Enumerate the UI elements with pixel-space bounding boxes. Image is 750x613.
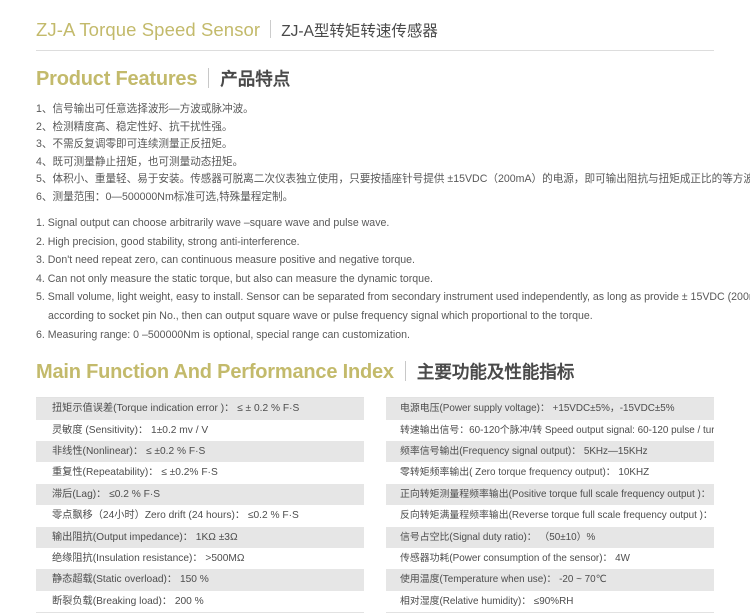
- feature-item-cn-3: 3、不需反复调零即可连续测量正反扭矩。: [36, 138, 233, 150]
- spec-row: 正向转矩测量程频率输出(Positive torque full scale f…: [386, 483, 714, 506]
- heading-divider: [404, 361, 406, 382]
- spec-table-right: 电源电压(Power supply voltage)： +15VDC±5%，-1…: [386, 397, 714, 613]
- feature-item-en-6: 6. Measuring range: 0 –500000Nm is optio…: [36, 328, 410, 341]
- feature-item-cn-5: 5、体积小、重量轻、易于安装。传感器可脱离二次仪表独立使用，只要按插座针号提供 …: [36, 173, 750, 185]
- spec-row: 电源电压(Power supply voltage)： +15VDC±5%，-1…: [386, 398, 714, 420]
- spec-row: 使用温度(Temperature when use)： -20 ~ 70℃: [386, 569, 714, 591]
- main-function-heading-cn: 主要功能及性能指标: [416, 362, 575, 383]
- spec-row: 非线性(Nonlinear)： ≤ ±0.2 % F·S: [36, 440, 364, 463]
- feature-item-cn-4: 4、既可测量静止扭矩，也可测量动态扭矩。: [36, 155, 244, 168]
- spec-row: 反向转矩满量程频率输出(Reverse torque full scale fr…: [400, 510, 714, 522]
- feature-item-cn-2: 2、检测精度高、稳定性好、抗干扰性强。: [36, 120, 233, 133]
- spec-tables: 扭矩示值误差(Torque indication error )： ≤ ± 0.…: [36, 397, 714, 613]
- spec-row: 转速输出信号：60-120个脉冲/转 Speed output signal: …: [400, 424, 714, 436]
- spec-row: 信号占空比(Signal duty ratio)： （50±10）%: [386, 526, 714, 548]
- features-list-en: 1. Signal output can choose arbitrarily …: [36, 214, 750, 344]
- product-title-cn: ZJ-A型转矩转速传感器: [281, 23, 438, 40]
- spec-row: 相对湿度(Relative humidity)： ≤90%RH: [400, 595, 574, 607]
- page-root: ZJ-A Torque Speed Sensor ZJ-A型转矩转速传感器 Pr…: [0, 18, 750, 613]
- spec-row: 断裂负载(Breaking load)： 200 %: [52, 595, 204, 607]
- spec-row: 零转矩频率输出( Zero torque frequency output)： …: [400, 467, 650, 479]
- product-features-heading-en: Product Features: [36, 68, 198, 90]
- product-features-heading-cn: 产品特点: [220, 69, 291, 89]
- product-title-en: ZJ-A Torque Speed Sensor: [36, 19, 261, 40]
- feature-item-en-5: 5. Small volume, light weight, easy to i…: [36, 291, 750, 304]
- product-features-heading: Product Features 产品特点: [36, 65, 714, 91]
- feature-item-en-5-continuation: according to socket pin No., then can ou…: [48, 309, 593, 322]
- spec-row: 滞后(Lag)： ≤0.2 % F·S: [36, 483, 364, 506]
- feature-item-en-2: 2. High precision, good stability, stron…: [36, 235, 300, 248]
- main-function-heading-en: Main Function And Performance Index: [36, 361, 394, 384]
- main-function-heading: Main Function And Performance Index 主要功能…: [36, 358, 714, 384]
- spec-row: 静态超载(Static overload)： 150 %: [36, 569, 364, 591]
- spec-row: 灵敏度 (Sensitivity)： 1±0.2 mv / V: [52, 424, 209, 436]
- feature-item-en-1: 1. Signal output can choose arbitrarily …: [36, 217, 390, 229]
- spec-row: 扭矩示值误差(Torque indication error )： ≤ ± 0.…: [36, 398, 364, 420]
- features-list-cn: 1、信号输出可任意选择波形—方波或脉冲波。 2、检测精度高、稳定性好、抗干扰性强…: [36, 101, 750, 206]
- feature-item-en-4: 4. Can not only measure the static torqu…: [36, 272, 433, 285]
- product-title-bar: ZJ-A Torque Speed Sensor ZJ-A型转矩转速传感器: [36, 18, 714, 51]
- feature-item-cn-6: 6、测量范围：0—500000Nm标准可选,特殊量程定制。: [36, 190, 294, 203]
- spec-row: 绝缘阻抗(Insulation resistance)： >500MΩ: [52, 552, 245, 564]
- feature-item-en-3: 3. Don't need repeat zero, can continuou…: [36, 254, 415, 267]
- title-divider: [270, 20, 272, 38]
- spec-row: 重复性(Repeatability)： ≤ ±0.2% F·S: [52, 467, 218, 479]
- spec-row: 零点飘移（24小时）Zero drift (24 hours)： ≤0.2 % …: [52, 510, 299, 522]
- feature-item-cn-1: 1、信号输出可任意选择波形—方波或脉冲波。: [36, 103, 254, 115]
- heading-divider: [208, 68, 210, 88]
- spec-row: 传感器功耗(Power consumption of the sensor)： …: [400, 552, 630, 564]
- spec-table-left: 扭矩示值误差(Torque indication error )： ≤ ± 0.…: [36, 397, 364, 613]
- spec-row: 频率信号输出(Frequency signal output)： 5KHz—15…: [386, 440, 714, 463]
- spec-row: 输出阻抗(Output impedance)： 1KΩ ±3Ω: [36, 526, 364, 548]
